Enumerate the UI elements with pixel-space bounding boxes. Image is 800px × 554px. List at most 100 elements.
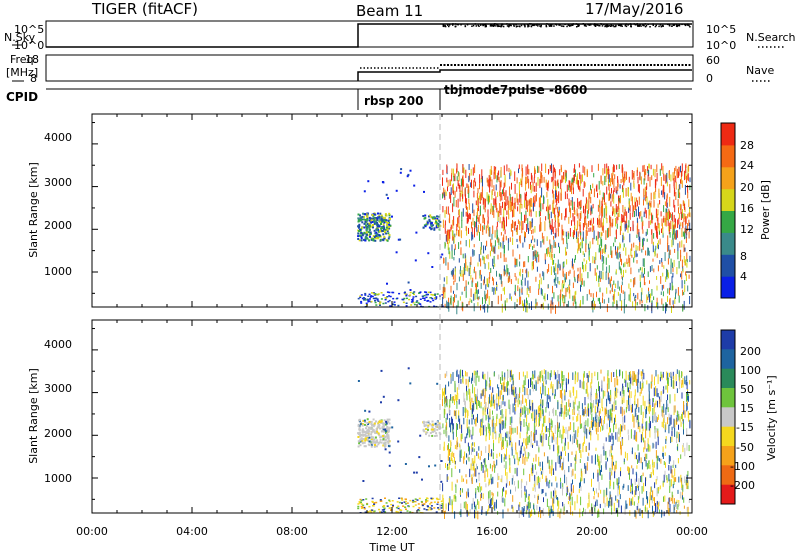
data-cell <box>505 483 507 488</box>
data-cell <box>635 471 637 476</box>
data-cell <box>541 370 543 379</box>
data-cell <box>569 501 571 508</box>
nsearch-dot <box>652 23 654 25</box>
data-cell <box>361 506 364 508</box>
data-cell <box>682 411 683 422</box>
data-cell <box>552 285 553 294</box>
data-cell <box>534 249 536 259</box>
data-cell <box>621 407 623 417</box>
data-cell <box>582 511 584 517</box>
freq-tick-bottom: 8 <box>30 72 37 85</box>
data-cell <box>656 388 658 397</box>
data-cell <box>432 430 435 433</box>
data-cell <box>365 218 368 221</box>
data-cell <box>569 207 571 214</box>
data-cell <box>637 371 639 382</box>
data-cell <box>366 298 369 301</box>
data-cell <box>551 297 553 305</box>
data-cell <box>643 447 645 453</box>
data-cell <box>360 294 363 296</box>
data-cell <box>407 281 410 284</box>
data-cell <box>550 304 552 314</box>
data-cell <box>461 211 463 221</box>
data-cell <box>646 294 648 303</box>
data-cell <box>458 223 460 228</box>
data-cell <box>574 210 576 215</box>
data-cell <box>657 244 659 250</box>
data-cell <box>583 205 584 214</box>
data-cell <box>383 235 386 238</box>
data-cell <box>471 448 472 455</box>
data-cell <box>588 201 590 211</box>
data-cell <box>499 423 501 434</box>
data-cell <box>685 479 687 486</box>
data-cell <box>490 203 492 213</box>
data-cell <box>502 287 504 292</box>
data-cell <box>621 397 623 404</box>
data-cell <box>448 297 450 304</box>
data-cell <box>599 270 601 279</box>
data-cell <box>489 453 491 457</box>
data-cell <box>387 300 390 303</box>
data-cell <box>614 387 616 395</box>
data-cell <box>488 277 490 284</box>
data-cell <box>368 421 371 423</box>
data-cell <box>436 222 439 225</box>
nsearch-dot <box>640 25 642 27</box>
data-cell <box>556 190 557 197</box>
data-cell <box>678 184 680 195</box>
data-cell <box>538 447 540 453</box>
data-cell <box>526 224 528 232</box>
data-cell <box>497 482 499 488</box>
data-cell <box>642 395 644 406</box>
nsearch-dot <box>684 24 687 27</box>
data-cell <box>448 247 450 255</box>
nsearch-dot <box>624 24 627 27</box>
data-cell <box>465 169 467 178</box>
data-cell <box>527 222 529 230</box>
data-cell <box>553 495 555 504</box>
data-cell <box>485 225 487 234</box>
data-cell <box>676 499 678 504</box>
data-cell <box>614 397 616 404</box>
data-cell <box>649 266 651 273</box>
data-cell <box>444 303 446 308</box>
data-cell <box>665 438 667 444</box>
data-cell <box>570 182 572 190</box>
nsearch-dot <box>553 25 555 27</box>
data-cell <box>642 472 644 477</box>
data-cell <box>379 301 382 303</box>
data-cell <box>607 457 608 462</box>
data-cell <box>379 304 381 306</box>
data-cell <box>549 373 551 381</box>
data-cell <box>659 458 661 462</box>
data-cell <box>452 268 454 275</box>
data-cell <box>458 258 460 263</box>
data-cell <box>621 218 623 223</box>
data-cell <box>529 203 531 213</box>
data-cell <box>376 233 379 236</box>
data-cell <box>554 168 556 179</box>
nsearch-dot <box>448 25 450 28</box>
data-cell <box>377 422 380 425</box>
data-cell <box>557 295 559 302</box>
data-cell <box>380 223 382 225</box>
data-cell <box>641 462 643 470</box>
data-cell <box>384 448 387 451</box>
data-cell <box>640 387 642 394</box>
data-cell <box>504 192 506 200</box>
data-cell <box>538 254 540 263</box>
data-cell <box>569 185 571 192</box>
data-cell <box>622 185 624 190</box>
data-cell <box>507 208 509 215</box>
data-cell <box>513 202 515 209</box>
data-cell <box>540 175 542 184</box>
data-cell <box>512 209 514 218</box>
data-cell <box>490 400 492 407</box>
data-cell <box>363 231 366 234</box>
data-cell <box>643 195 645 201</box>
nsearch-dot <box>532 24 534 26</box>
data-cell <box>537 406 539 415</box>
data-cell <box>578 410 580 416</box>
data-cell <box>472 458 474 464</box>
